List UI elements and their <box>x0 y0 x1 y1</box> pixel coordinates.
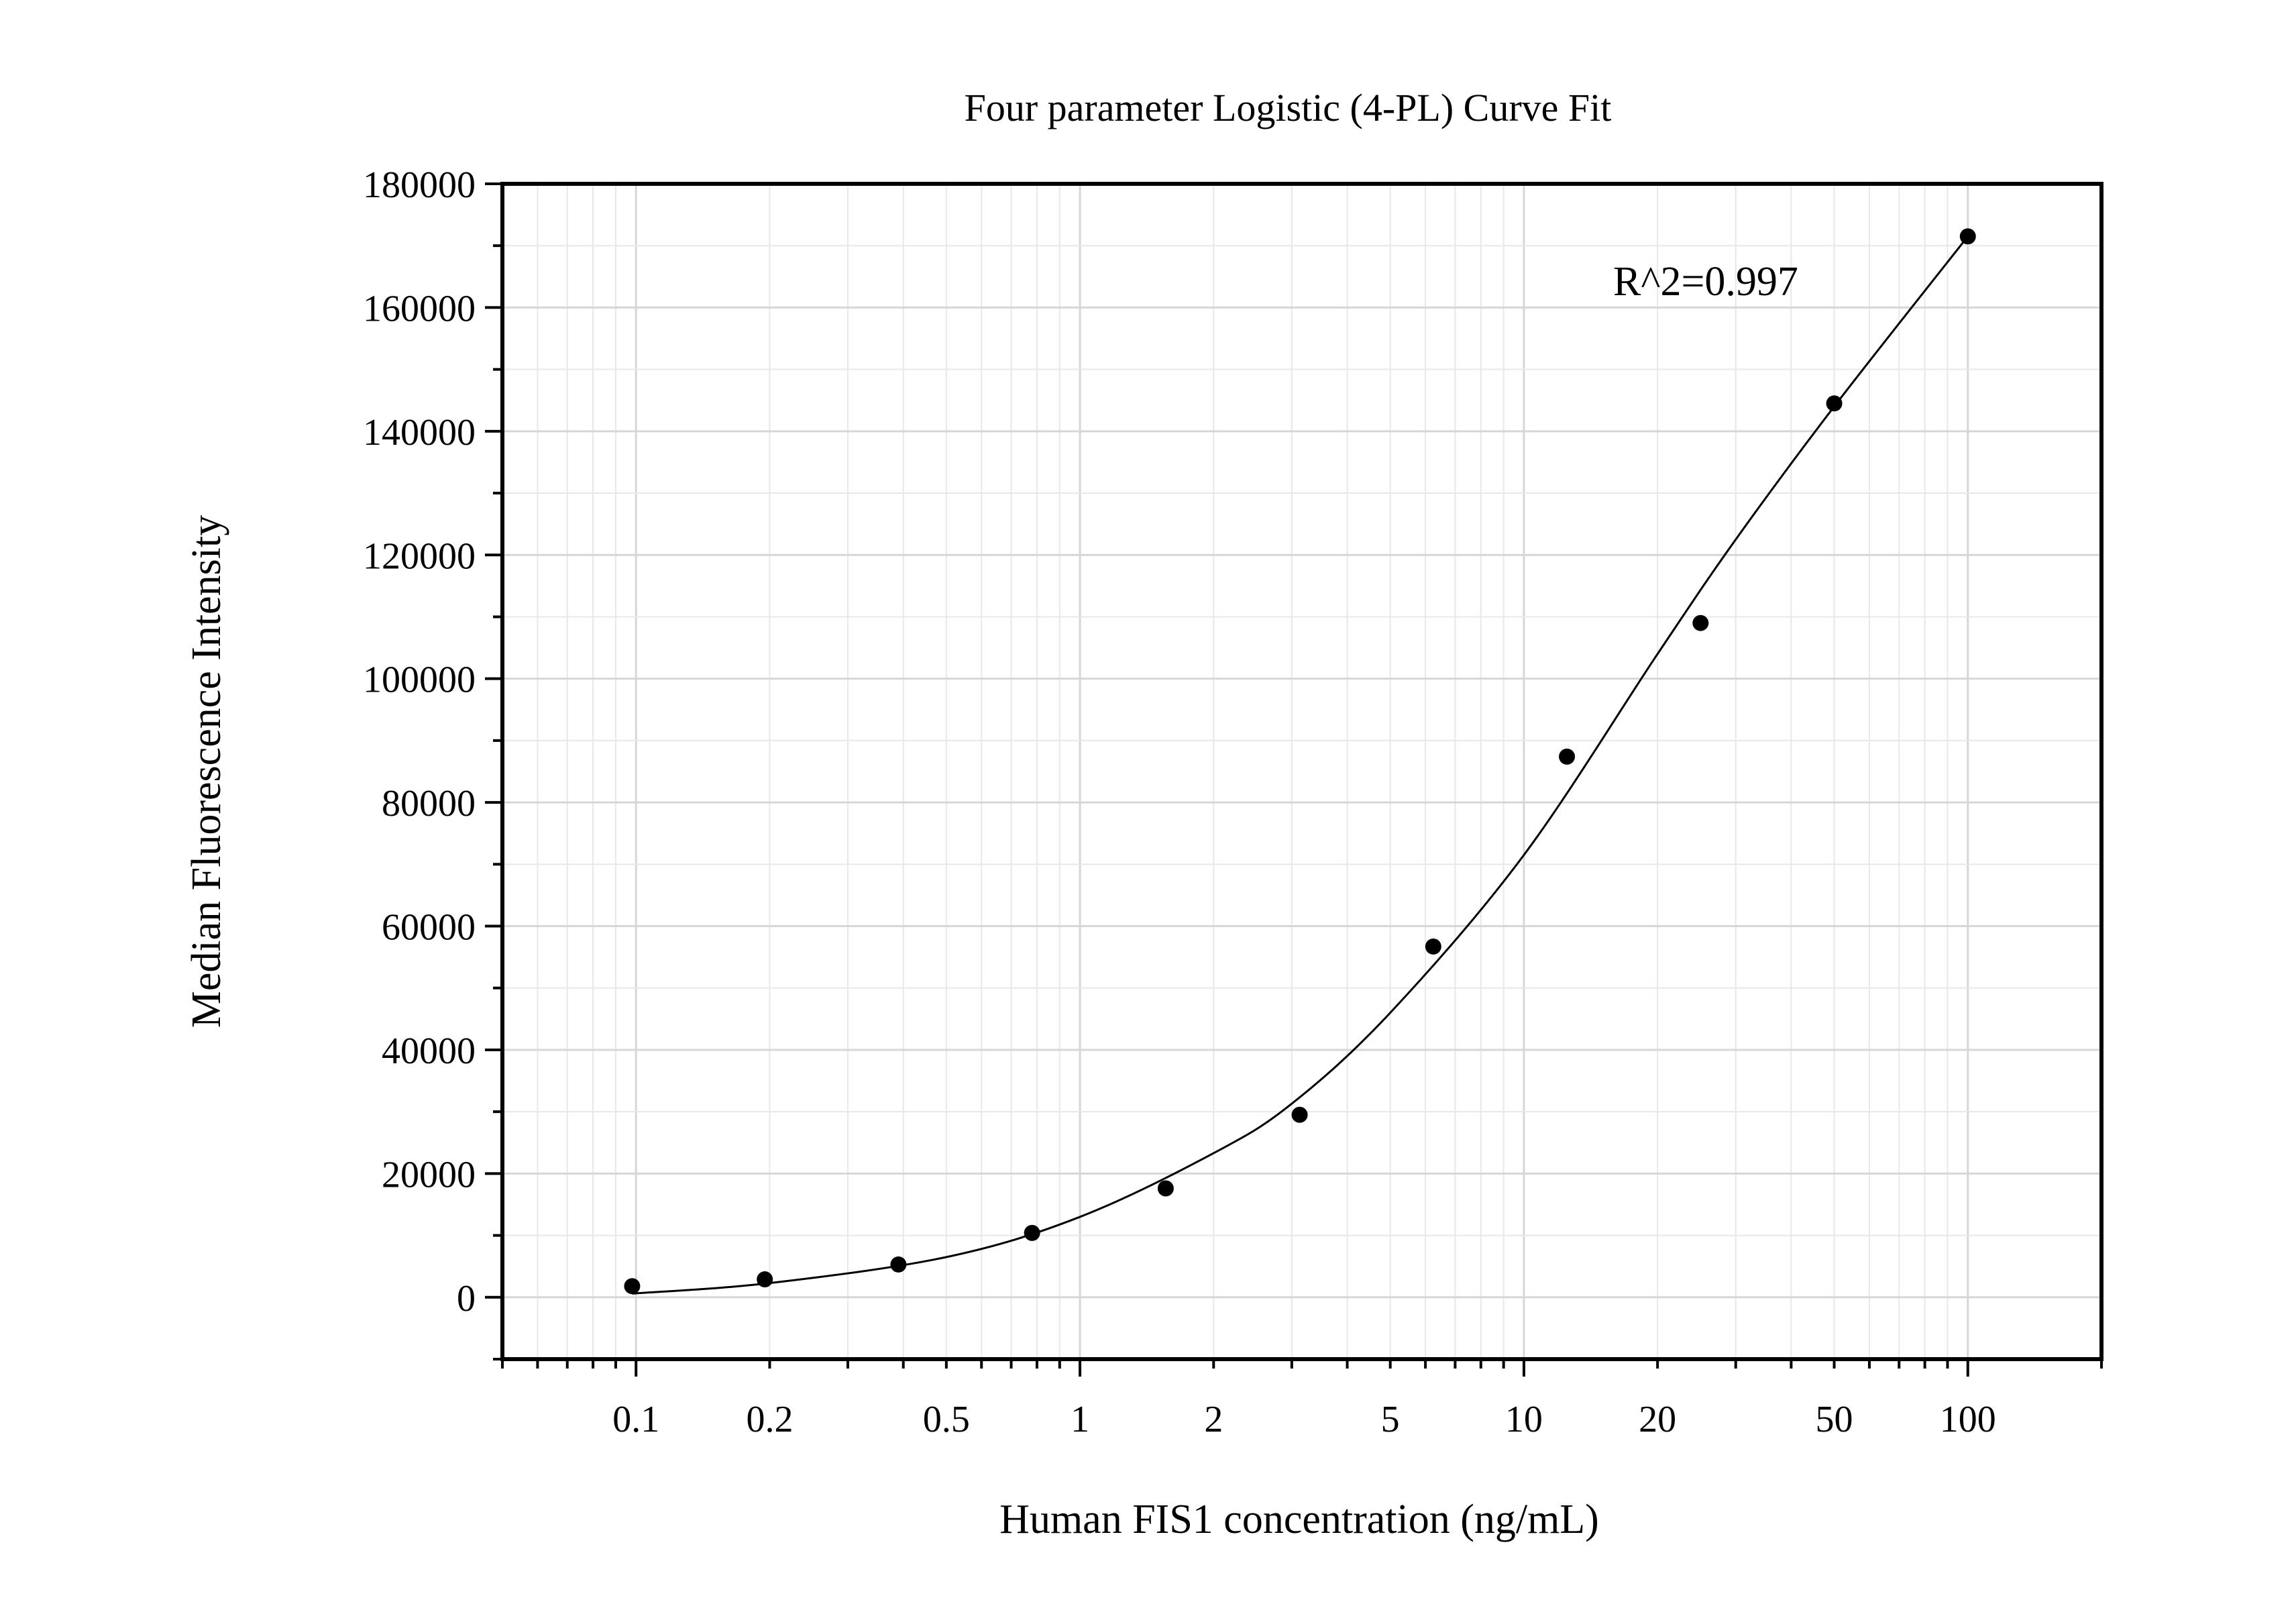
y-tick-labels: 0 20000 40000 60000 80000 100000 120000 140000 1… <box>363 164 476 1320</box>
x-tick-label: 20 <box>1639 1399 1676 1440</box>
data-point <box>1959 228 1976 245</box>
x-tick-label: 0.1 <box>612 1399 659 1440</box>
data-point <box>1559 748 1576 765</box>
chart-title: Four parameter Logistic (4-PL) Curve Fit <box>965 86 1612 129</box>
axis-ticks <box>485 182 2103 1377</box>
fit-curve <box>632 235 1969 1295</box>
x-tick-label: 50 <box>1816 1399 1853 1440</box>
data-point <box>624 1278 641 1295</box>
data-point <box>1157 1180 1174 1197</box>
y-tick-label: 80000 <box>382 783 476 824</box>
x-tick-label: 0.5 <box>923 1399 970 1440</box>
data-point <box>757 1271 773 1288</box>
y-tick-label: 60000 <box>382 907 476 949</box>
x-tick-label: 100 <box>1940 1399 1996 1440</box>
x-tick-label: 0.2 <box>746 1399 793 1440</box>
data-point <box>1425 938 1441 955</box>
x-axis-label: Human FIS1 concentration (ng/mL) <box>999 1497 1599 1542</box>
grid <box>502 182 2102 1360</box>
x-tick-labels: 0.1 0.2 0.5 1 2 5 10 20 50 100 <box>612 1399 1996 1440</box>
y-tick-label: 100000 <box>363 659 476 701</box>
data-point <box>1024 1224 1040 1241</box>
x-tick-label: 2 <box>1204 1399 1223 1440</box>
data-point <box>890 1256 907 1273</box>
data-point <box>1291 1106 1308 1123</box>
x-tick-label: 5 <box>1381 1399 1400 1440</box>
y-tick-label: 40000 <box>382 1030 476 1072</box>
y-axis-label: Median Fluorescence Intensity <box>184 515 229 1028</box>
y-tick-label: 0 <box>457 1278 476 1320</box>
plot-frame <box>500 182 2103 1361</box>
data-point <box>1826 395 1843 412</box>
y-tick-label: 120000 <box>363 535 476 577</box>
x-tick-label: 1 <box>1071 1399 1089 1440</box>
x-tick-label: 10 <box>1505 1399 1543 1440</box>
r-squared-annotation: R^2=0.997 <box>1613 259 1798 305</box>
series-area <box>624 228 1976 1295</box>
y-tick-label: 20000 <box>382 1154 476 1195</box>
data-point <box>1692 614 1709 631</box>
y-tick-label: 140000 <box>363 412 476 453</box>
y-tick-label: 180000 <box>363 164 476 206</box>
y-tick-label: 160000 <box>363 288 476 329</box>
